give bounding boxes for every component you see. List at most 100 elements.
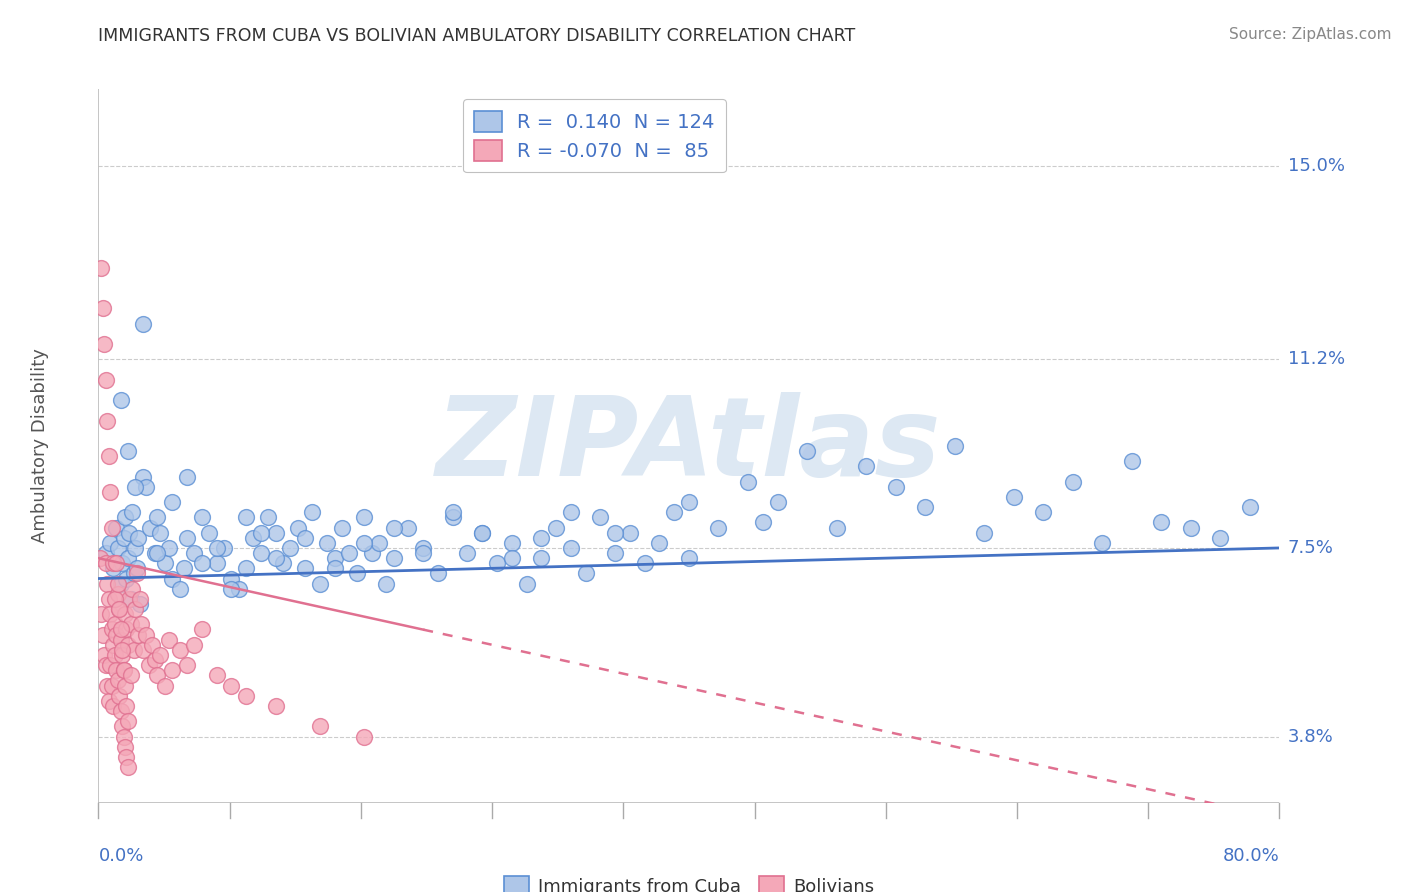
Point [301,505,323,519]
Point [149,648,172,662]
Point [219,679,242,693]
Point [108,602,131,616]
Point [707,520,730,534]
Point [98,536,121,550]
Point [250,525,273,540]
Point [153,556,176,570]
Point [530,531,553,545]
Text: Ambulatory Disability: Ambulatory Disability [31,349,49,543]
Point [412,541,434,555]
Point [110,632,132,647]
Point [271,556,294,570]
Point [112,663,135,677]
Point [107,541,129,555]
Point [97,449,120,463]
Point [648,536,671,550]
Point [574,566,596,581]
Point [235,510,257,524]
Point [530,551,553,566]
Point [605,525,627,540]
Point [110,623,132,637]
Point [124,541,146,555]
Point [115,572,138,586]
Point [96,576,118,591]
Point [114,607,136,622]
Point [501,551,523,566]
Point [515,576,537,591]
Point [97,591,120,606]
Point [104,591,127,606]
Point [346,566,368,581]
Point [323,551,346,566]
Point [278,541,302,555]
Point [914,500,936,515]
Point [1180,520,1202,534]
Point [117,638,139,652]
Point [98,658,121,673]
Point [309,576,332,591]
Point [162,663,183,677]
Point [108,602,131,616]
Point [94,658,117,673]
Point [104,648,127,662]
Point [97,694,120,708]
Point [129,617,152,632]
Point [100,623,122,637]
Point [205,541,228,555]
Point [103,556,125,570]
Point [115,623,138,637]
Point [111,648,134,662]
Point [110,393,132,408]
Point [114,679,136,693]
Point [176,531,198,545]
Point [117,760,139,774]
Point [198,525,221,540]
Point [353,536,375,550]
Point [884,480,907,494]
Point [91,627,114,641]
Point [94,546,117,560]
Point [120,668,142,682]
Point [162,572,183,586]
Point [427,566,450,581]
Point [486,556,509,570]
Point [89,551,111,566]
Point [183,546,205,560]
Point [94,556,117,570]
Point [93,337,115,351]
Point [330,520,353,534]
Point [173,561,195,575]
Text: 3.8%: 3.8% [1288,728,1333,746]
Point [441,510,464,524]
Point [235,689,257,703]
Point [127,627,149,641]
Point [1002,490,1025,504]
Text: 15.0%: 15.0% [1288,157,1344,175]
Point [323,561,346,575]
Point [91,301,114,316]
Point [264,698,287,713]
Point [471,525,494,540]
Point [110,704,132,718]
Point [98,607,121,622]
Point [796,444,818,458]
Point [1239,500,1261,515]
Point [93,648,115,662]
Point [1121,454,1143,468]
Point [107,673,129,688]
Point [157,541,180,555]
Point [176,469,198,483]
Point [100,679,122,693]
Point [90,607,112,622]
Point [107,587,129,601]
Point [111,643,134,657]
Point [766,495,789,509]
Point [375,576,398,591]
Point [589,510,612,524]
Point [132,643,155,657]
Point [396,520,419,534]
Point [471,525,494,540]
Point [257,510,280,524]
Point [1062,475,1084,489]
Point [153,679,176,693]
